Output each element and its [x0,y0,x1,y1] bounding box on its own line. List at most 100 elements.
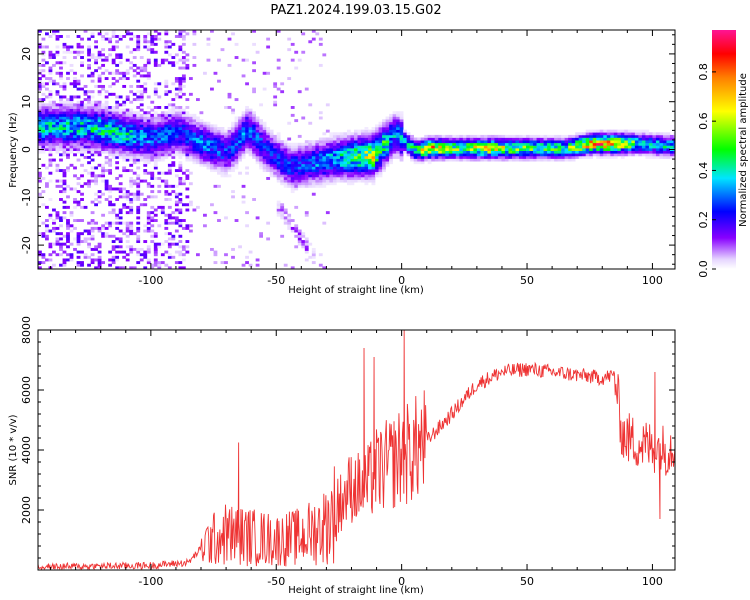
spectrogram-cell [343,145,348,149]
spectrogram-cell [108,132,113,136]
spectrogram-cell [178,253,183,257]
spectrogram-cell [508,153,513,157]
spectrogram-cell [125,95,130,99]
spectrogram-cell [76,234,81,238]
spectrogram-cell [455,148,460,151]
spectrogram-cell [508,150,513,154]
spectrogram-cell [181,108,186,112]
spectrogram-cell [631,129,636,133]
spectrogram-cell [94,111,98,115]
spectrogram-cell [427,134,432,138]
spectrogram-cell [336,169,341,173]
spectrogram-cell [104,127,109,130]
spectrogram-cell [104,226,109,230]
spectrogram-cell [90,100,95,104]
spectrogram-cell [125,211,130,215]
spectrogram-cell [476,134,481,138]
spectrogram-cell [332,132,337,136]
spectrogram-cell [115,221,120,225]
spectrogram-cell [241,124,246,128]
spectrogram-cell [382,119,386,123]
spectrogram-cell [276,148,281,151]
spectrogram-cell [55,232,60,236]
spectrogram-cell [378,124,383,128]
spectrogram-cell [392,142,397,146]
spectrogram-cell [76,148,81,151]
spectrogram-cell [129,61,134,65]
spectrogram-cell [336,155,341,159]
spectrogram-cell [287,182,292,186]
spectrogram-cell [424,134,429,138]
spectrogram-cell [522,142,527,146]
spectrogram-cell [146,145,151,149]
spectrogram-cell [592,142,597,146]
spectrogram-cell [255,129,260,133]
spectrogram-cell [378,148,383,151]
spectrogram-cell [280,142,285,146]
spectrogram-cell [322,184,327,188]
spectrogram-cell [375,142,379,146]
spectrogram-cell [157,184,162,188]
spectrogram-cell [304,245,309,249]
spectrogram-cell [245,58,249,62]
spectrogram-cell [459,142,464,146]
spectrogram-cell [164,182,169,186]
spectrogram-cell [118,35,123,38]
spectrogram-cell [94,226,98,230]
spectrogram-cell [659,132,664,136]
spectrogram-cell [410,142,414,146]
spectrogram-cell [315,161,320,165]
spectrogram-cell [455,158,460,162]
spectrogram-cell [136,148,141,151]
spectrogram-cell [146,140,151,144]
spectrogram-cell [259,137,263,141]
spectrogram-cell [185,153,190,157]
spectrogram-cell [266,140,271,144]
spectrogram-cell [592,132,597,136]
spectrogram-cell [153,250,158,254]
spectrogram-cell [603,140,608,144]
spectrogram-cell [115,56,120,59]
spectrogram-cell [599,132,604,136]
spectrogram-cell [97,84,102,88]
spectrogram-cell [346,140,351,144]
spectrogram-cell [157,95,162,99]
spectrogram-cell [108,119,113,123]
spectrogram-cell [466,145,471,149]
y-tick-label: 8000 [20,316,33,344]
spectrogram-cell [662,134,667,138]
spectrogram-cell [311,37,316,41]
spectrogram-cell [329,145,334,149]
spectrogram-cell [501,158,506,162]
spectrogram-cell [192,30,197,33]
spectrogram-cell [150,116,155,120]
spectrogram-cell [157,124,162,128]
spectrogram-cell [399,145,404,149]
spectrogram-cell [273,145,278,149]
spectrogram-cell [213,71,218,75]
spectrogram-cell [276,211,281,215]
spectrogram-cell [308,140,313,144]
spectrogram-cell [403,150,407,154]
spectrogram-cell [245,134,249,138]
spectrogram-cell [564,142,569,146]
spectrogram-cell [238,171,242,175]
spectrogram-cell [97,263,102,267]
spectrogram-cell [181,113,186,117]
spectrogram-cell [150,240,155,244]
spectrogram-cell [561,137,565,141]
spectrogram-cell [469,145,474,149]
spectrogram-cell [297,155,302,159]
spectrogram-cell [129,140,134,144]
spectrogram-cell [111,35,116,38]
spectrogram-cell [273,148,278,151]
spectrogram-cell [417,155,421,159]
spectrogram-cell [673,137,675,141]
spectrogram-cell [231,155,235,159]
spectrogram-cell [606,155,611,159]
spectrogram-cell [104,140,109,144]
spectrogram-cell [62,142,67,146]
spectrogram-cell [157,82,162,86]
spectrogram-cell [76,45,81,49]
spectrogram-cell [146,184,151,188]
